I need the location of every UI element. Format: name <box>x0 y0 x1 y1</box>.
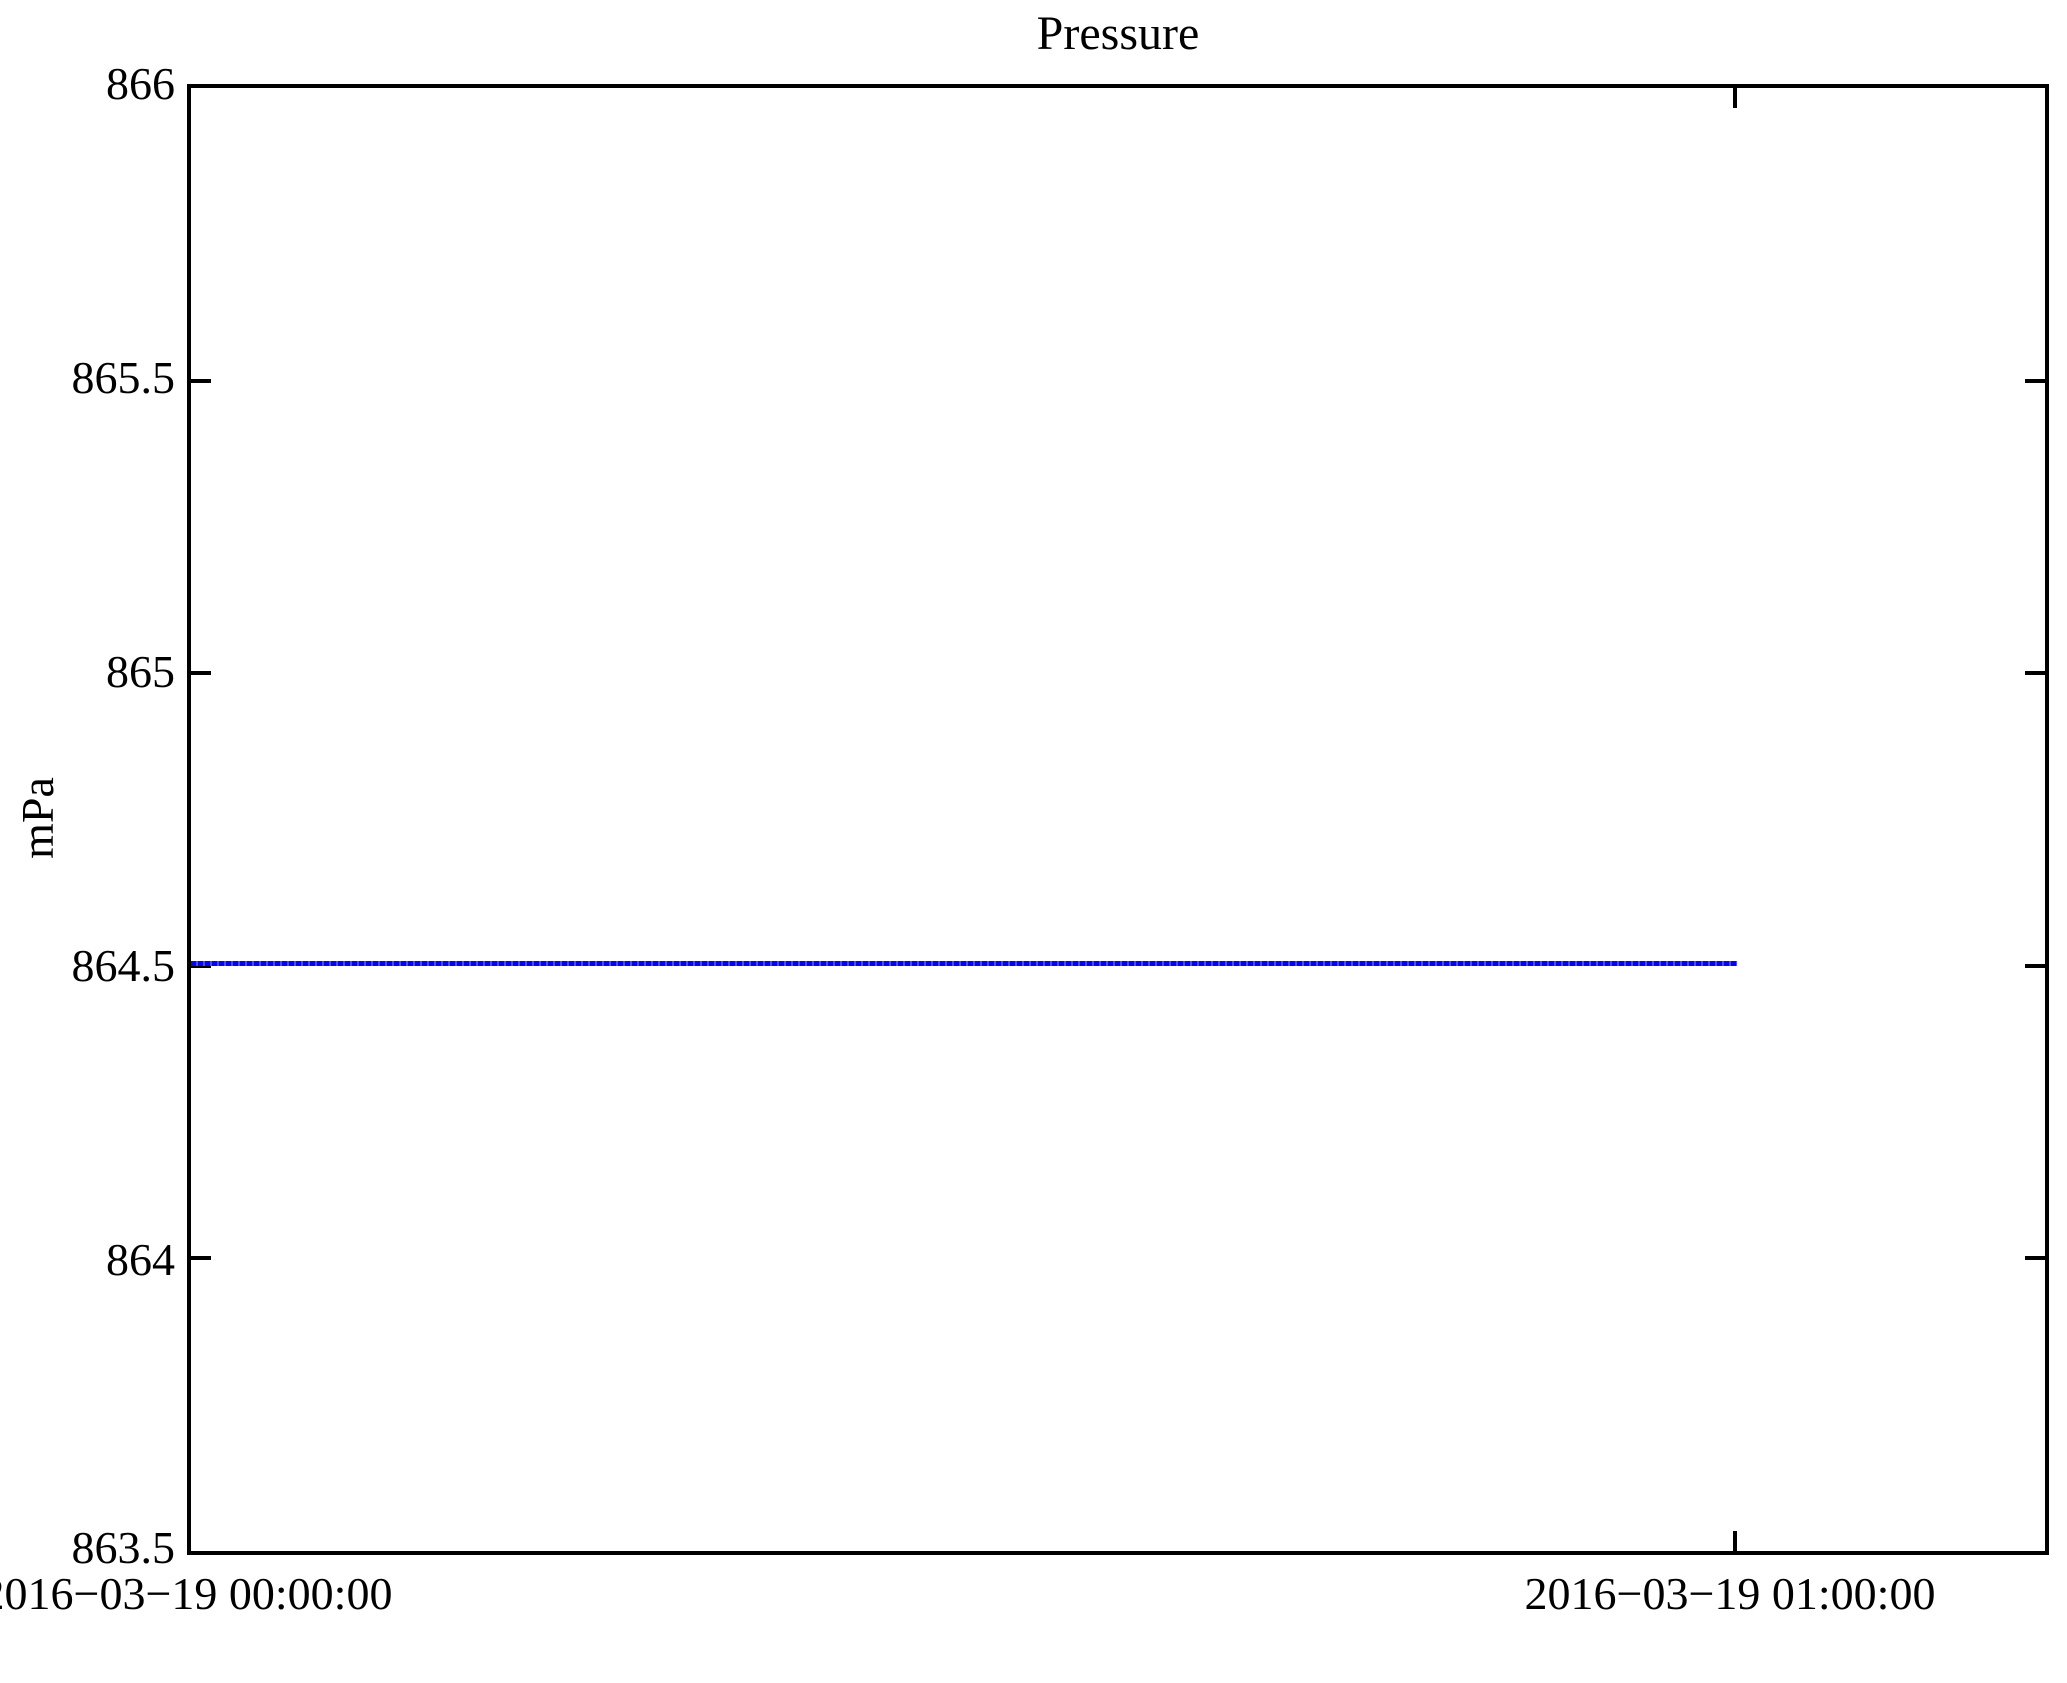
chart-title: Pressure <box>1036 7 1200 60</box>
x-tick-bottom-0100 <box>1733 1531 1737 1551</box>
y-tick-label-864: 864 <box>106 1234 175 1285</box>
x-tick-label-start: 2016−03−19 00:00:00 <box>0 1568 393 1619</box>
x-tick-top-0100 <box>1733 88 1737 108</box>
y-tick-label-863-5: 863.5 <box>71 1522 176 1573</box>
y-tick-label-864-5: 864.5 <box>71 940 176 991</box>
plot-area <box>187 84 2049 1555</box>
x-tick-label-end: 2016−03−19 01:00:00 <box>1524 1568 1936 1619</box>
y-tick-label-866: 866 <box>106 58 175 109</box>
y-tick-left-864 <box>191 1256 211 1260</box>
y-tick-right-865 <box>2025 671 2045 675</box>
y-tick-label-865: 865 <box>106 646 175 697</box>
y-tick-left-865-5 <box>191 379 211 383</box>
y-tick-right-864-5 <box>2025 964 2045 968</box>
y-tick-right-865-5 <box>2025 379 2045 383</box>
y-tick-left-865 <box>191 671 211 675</box>
pressure-data-line <box>191 961 1737 966</box>
y-axis-label: mPa <box>12 777 63 859</box>
y-tick-left-864-5 <box>191 964 211 968</box>
y-tick-right-864 <box>2025 1256 2045 1260</box>
y-tick-label-865-5: 865.5 <box>71 352 176 403</box>
